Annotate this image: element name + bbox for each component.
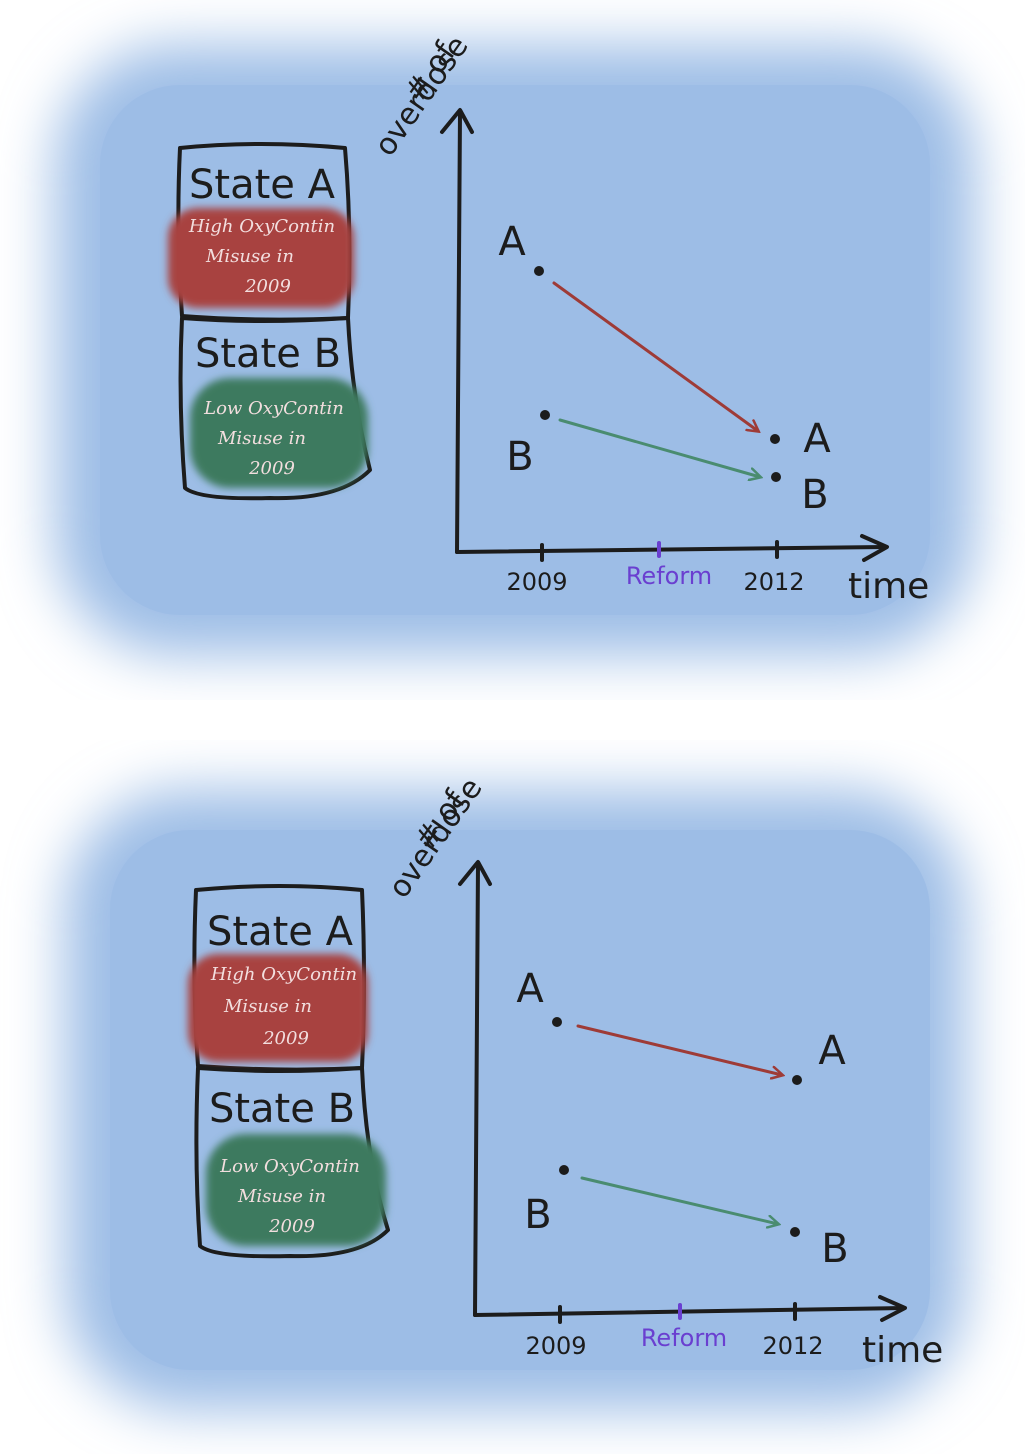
arrow-state-a [576, 1024, 782, 1075]
point-label-a-end: A [803, 416, 831, 462]
state-a-note-line2: Misuse in [205, 246, 294, 267]
point-a-2009 [552, 1017, 562, 1027]
tick-label-2012: 2012 [743, 568, 804, 596]
state-b-note-line3: 2009 [248, 458, 295, 479]
state-b-note-line1: Low OxyContin [203, 398, 344, 419]
x-axis-label: time [848, 566, 929, 607]
point-b-2012 [771, 472, 781, 482]
state-b-highlight [206, 1134, 386, 1246]
state-a-box: State A High OxyContin Misuse in 2009 [188, 884, 368, 1072]
state-b-box: State B Low OxyContin Misuse in 2009 [194, 1066, 390, 1259]
tick-label-reform: Reform [626, 562, 712, 590]
x-axis-label: time [862, 1330, 943, 1371]
state-b-title: State B [209, 1086, 355, 1132]
state-a-note-line1: High OxyContin [210, 964, 357, 985]
state-b-highlight [190, 378, 368, 488]
x-axis [455, 534, 889, 562]
arrow-state-a [552, 281, 758, 431]
diagram-panel-2: State A High OxyContin Misuse in 2009 St… [0, 740, 1025, 1454]
point-label-a-end: A [818, 1028, 846, 1074]
state-a-note-line1: High OxyContin [188, 216, 335, 237]
point-b-2012 [790, 1227, 800, 1237]
point-a-2012 [792, 1075, 802, 1085]
arrow-state-b [580, 1176, 778, 1224]
state-a-highlight [188, 954, 368, 1062]
y-axis [440, 108, 474, 554]
tick-label-2012: 2012 [762, 1332, 823, 1360]
tick-label-2009: 2009 [506, 568, 567, 596]
point-label-a-start: A [516, 966, 544, 1012]
state-a-title: State A [207, 909, 354, 955]
point-label-b-end: B [821, 1226, 848, 1272]
tick-label-2009: 2009 [525, 1332, 586, 1360]
arrow-state-b [558, 418, 760, 477]
point-label-a-start: A [498, 219, 526, 265]
state-a-title: State A [189, 162, 336, 208]
point-a-2009 [534, 266, 544, 276]
point-label-b-start: B [506, 434, 533, 480]
state-a-note-line3: 2009 [244, 276, 291, 297]
y-axis [458, 860, 492, 1317]
state-b-note-line1: Low OxyContin [219, 1156, 360, 1177]
x-axis [473, 1295, 907, 1322]
diagram-panel-1: State A High OxyContin Misuse in 2009 St… [0, 0, 1025, 700]
state-b-box: State B Low OxyContin Misuse in 2009 [178, 316, 372, 501]
state-a-note-line3: 2009 [262, 1028, 309, 1049]
state-b-note-line3: 2009 [268, 1216, 315, 1237]
state-b-note-line2: Misuse in [217, 428, 306, 449]
point-b-2009 [559, 1165, 569, 1175]
state-a-note-line2: Misuse in [223, 996, 312, 1017]
panel-1-canvas: State A High OxyContin Misuse in 2009 St… [55, 30, 975, 655]
tick-label-reform: Reform [641, 1324, 727, 1352]
point-a-2012 [770, 434, 780, 444]
state-a-box: State A High OxyContin Misuse in 2009 [168, 142, 354, 322]
state-b-note-line2: Misuse in [237, 1186, 326, 1207]
point-label-b-start: B [524, 1192, 551, 1238]
point-b-2009 [540, 410, 550, 420]
panel-2-canvas: State A High OxyContin Misuse in 2009 St… [65, 772, 965, 1410]
point-label-b-end: B [801, 472, 828, 518]
state-a-highlight [168, 208, 354, 308]
state-b-title: State B [195, 331, 341, 377]
